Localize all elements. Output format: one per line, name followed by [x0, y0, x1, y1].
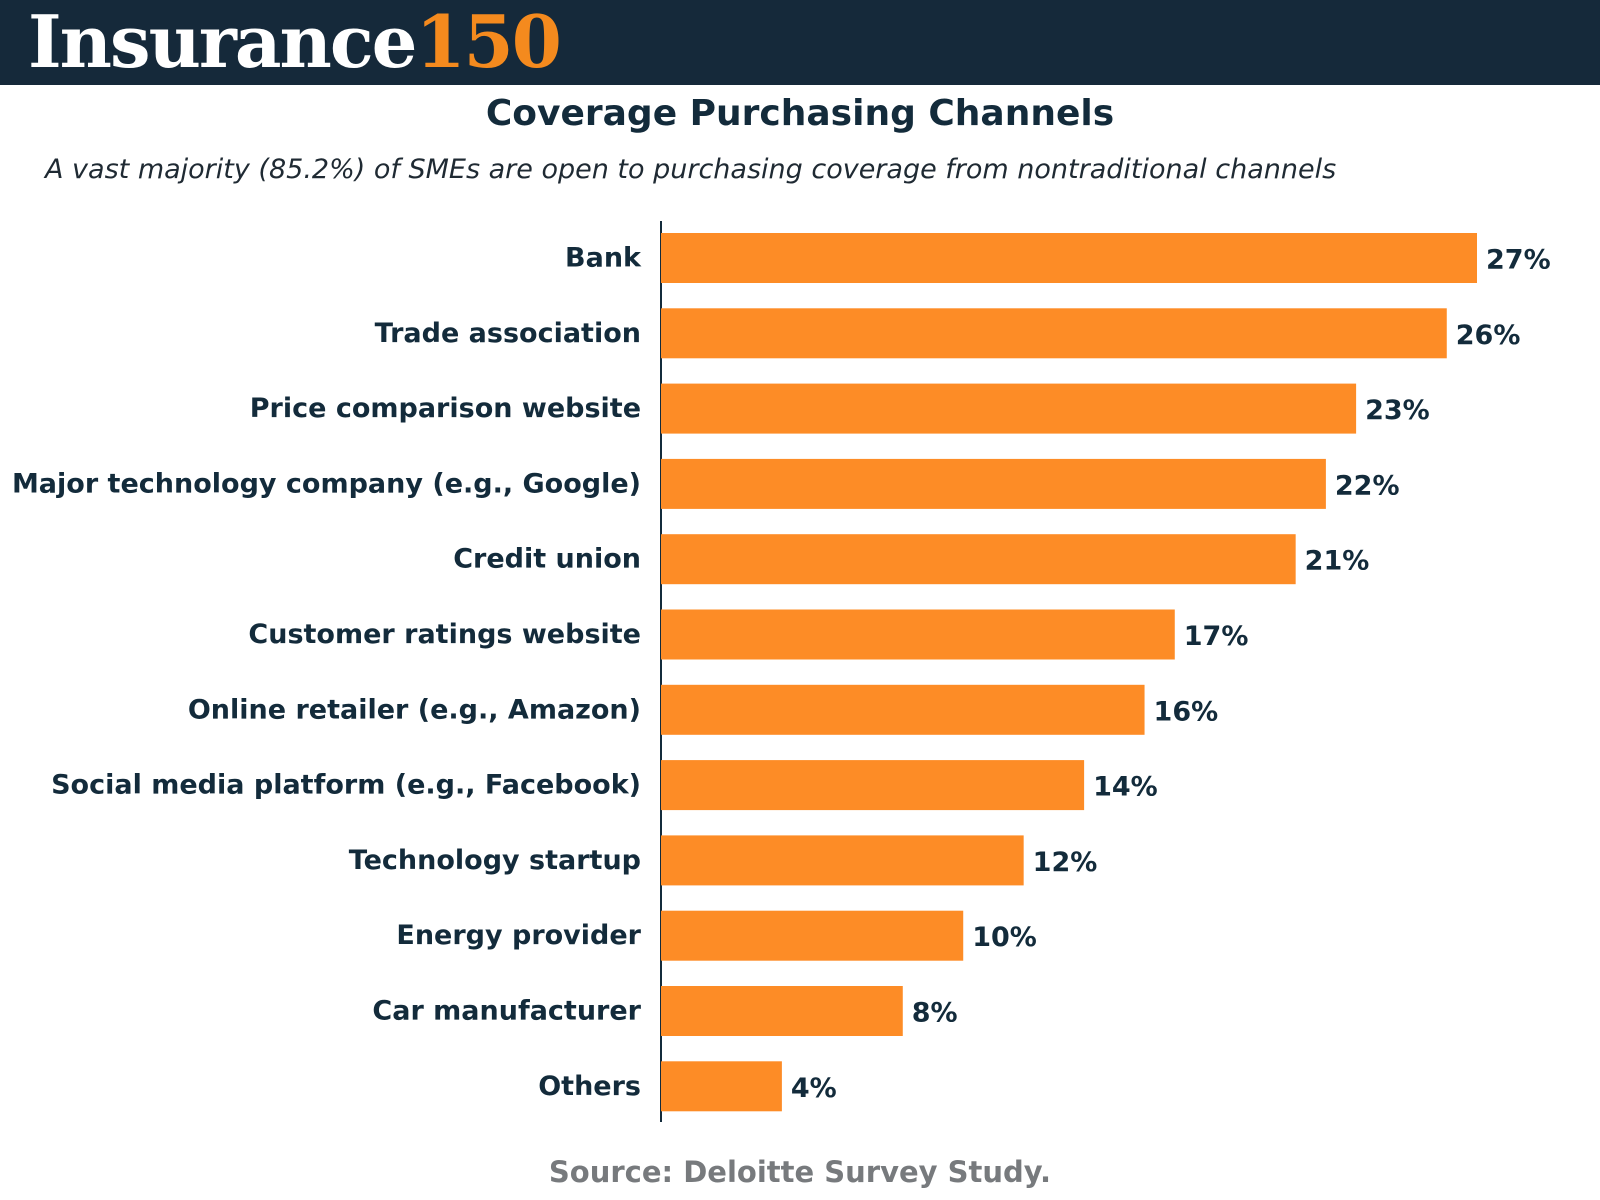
value-label: 12% — [1033, 847, 1098, 878]
bar-12 — [661, 1061, 782, 1112]
category-label: Car manufacturer — [372, 996, 641, 1027]
category-label: Customer ratings website — [248, 619, 641, 650]
bar-5 — [661, 534, 1296, 585]
value-label: 14% — [1093, 772, 1158, 803]
category-label: Bank — [565, 243, 642, 274]
value-label: 26% — [1456, 320, 1521, 351]
category-label: Technology startup — [349, 845, 641, 876]
category-label: Major technology company (e.g., Google) — [12, 468, 641, 499]
brand-word: Insurance — [28, 0, 417, 84]
category-label: Online retailer (e.g., Amazon) — [188, 694, 641, 725]
value-label: 8% — [912, 998, 958, 1029]
source-note: Source: Deloitte Survey Study. — [548, 1155, 1052, 1189]
category-label: Energy provider — [396, 920, 641, 951]
category-label: Trade association — [375, 318, 641, 349]
chart-title: Coverage Purchasing Channels — [485, 93, 1115, 134]
bar-7 — [661, 684, 1145, 735]
value-label: 17% — [1184, 621, 1249, 652]
category-label: Social media platform (e.g., Facebook) — [51, 770, 641, 801]
bar-4 — [661, 458, 1326, 509]
bar-6 — [661, 609, 1175, 660]
value-label: 23% — [1365, 395, 1430, 426]
value-label: 22% — [1335, 470, 1400, 501]
bar-8 — [661, 760, 1085, 811]
category-label: Others — [538, 1071, 641, 1102]
category-label: Credit union — [453, 544, 641, 575]
category-label: Price comparison website — [250, 393, 641, 424]
value-label: 16% — [1154, 696, 1219, 727]
value-label: 21% — [1305, 546, 1370, 577]
value-label: 27% — [1486, 245, 1551, 276]
bar-1 — [661, 233, 1477, 283]
bar-3 — [661, 383, 1357, 434]
brand-logo: Insurance150 — [28, 0, 562, 84]
header-bar: Insurance150 — [0, 0, 1600, 85]
value-label: 4% — [791, 1073, 837, 1104]
bar-9 — [661, 835, 1024, 886]
chart-subtitle: A vast majority (85.2%) of SMEs are open… — [45, 154, 1337, 185]
bar-2 — [661, 308, 1447, 359]
brand-number: 150 — [415, 0, 562, 84]
value-label: 10% — [972, 922, 1037, 953]
bar-chart: Bank 27% Trade association 26% Price compari… — [12, 221, 1551, 1122]
bar-10 — [661, 910, 964, 961]
bar-11 — [661, 986, 903, 1036]
bars-group: Bank 27% Trade association 26% Price compari… — [12, 233, 1551, 1112]
